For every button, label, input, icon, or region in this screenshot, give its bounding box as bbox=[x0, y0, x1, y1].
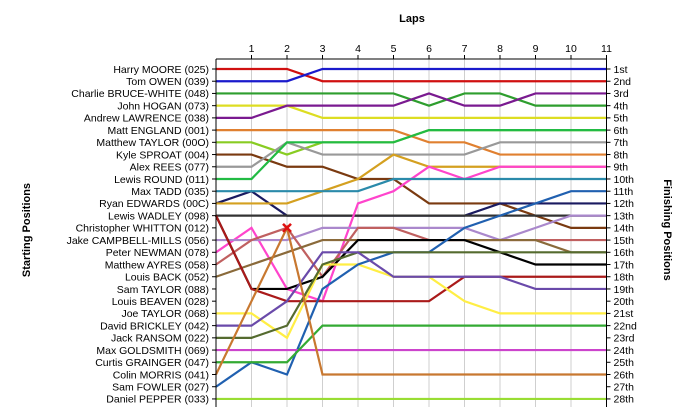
lap-tick-label-10: 10 bbox=[565, 43, 577, 55]
finish-label-28: 28th bbox=[614, 394, 635, 406]
start-label-14: Christopher WHITTON (012) bbox=[76, 223, 209, 235]
lap-tick-label-6: 6 bbox=[426, 43, 432, 55]
series-line-10 bbox=[216, 129, 607, 181]
finish-label-17: 17th bbox=[614, 259, 635, 271]
retirement-marker-group bbox=[282, 222, 292, 233]
start-label-13: Lewis WADLEY (098) bbox=[108, 210, 209, 222]
finish-label-18: 18th bbox=[614, 272, 635, 284]
start-label-15: Jake CAMPBELL-MILLS (056) bbox=[67, 235, 209, 247]
start-label-7: Matthew TAYLOR (00O) bbox=[96, 137, 209, 149]
series-line-9 bbox=[216, 141, 607, 168]
start-label-21: Joe TAYLOR (068) bbox=[121, 308, 209, 320]
start-label-22: David BRICKLEY (042) bbox=[100, 320, 209, 332]
series-line-17 bbox=[216, 177, 607, 193]
start-label-4: John HOGAN (073) bbox=[117, 100, 209, 112]
finish-label-26: 26th bbox=[614, 369, 635, 381]
finish-label-12: 12th bbox=[614, 198, 635, 210]
finish-label-9: 9th bbox=[614, 162, 629, 174]
start-label-2: Tom OWEN (039) bbox=[126, 76, 209, 88]
lap-tick-label-3: 3 bbox=[320, 43, 326, 55]
start-label-1: Harry MOORE (025) bbox=[113, 64, 209, 76]
x-axis-title: Laps bbox=[399, 13, 425, 25]
finish-label-24: 24th bbox=[614, 345, 635, 357]
lap-tick-label-4: 4 bbox=[355, 43, 361, 55]
start-label-17: Matthew AYRES (058) bbox=[105, 259, 209, 271]
retirement-marker bbox=[282, 222, 292, 233]
lap-tick-label-5: 5 bbox=[391, 43, 397, 55]
start-label-28: Daniel PEPPER (033) bbox=[106, 394, 209, 406]
start-label-23: Jack RANSOM (022) bbox=[111, 333, 209, 345]
finish-label-15: 15th bbox=[614, 235, 635, 247]
series-line-16 bbox=[215, 226, 607, 279]
finish-label-13: 13th bbox=[614, 210, 635, 222]
start-label-3: Charlie BRUCE-WHITE (048) bbox=[71, 88, 209, 100]
start-label-11: Max TADD (035) bbox=[131, 186, 209, 198]
finish-label-8: 8th bbox=[614, 149, 629, 161]
start-label-18: Louis BACK (052) bbox=[125, 272, 209, 284]
start-label-19: Sam TAYLOR (088) bbox=[117, 284, 209, 296]
lap-tick-label-7: 7 bbox=[462, 43, 468, 55]
start-label-16: Peter NEWMAN (078) bbox=[106, 247, 209, 259]
start-label-10: Lewis ROUND (011) bbox=[114, 174, 209, 186]
finish-label-11: 11th bbox=[614, 186, 634, 198]
y-axis-title-right: Finishing Positions bbox=[661, 179, 673, 280]
y-axis-title-left: Starting Positions bbox=[21, 183, 33, 277]
series-line-23 bbox=[216, 251, 607, 339]
start-label-6: Matt ENGLAND (001) bbox=[107, 125, 209, 137]
series-lines bbox=[215, 67, 607, 401]
start-label-20: Louis BEAVEN (028) bbox=[112, 296, 209, 308]
series-line-26 bbox=[216, 324, 607, 364]
finish-label-3: 3rd bbox=[614, 88, 629, 100]
series-line-27 bbox=[215, 224, 607, 376]
finish-label-20: 20th bbox=[614, 296, 635, 308]
start-label-5: Andrew LAWRENCE (038) bbox=[84, 113, 209, 125]
lap-tick-label-8: 8 bbox=[497, 43, 503, 55]
lap-tick-label-11: 11 bbox=[601, 43, 612, 55]
axes bbox=[212, 55, 611, 407]
finish-label-4: 4th bbox=[614, 100, 629, 112]
finish-label-19: 19th bbox=[614, 284, 635, 296]
lap-tick-label-2: 2 bbox=[284, 43, 290, 55]
series-line-4 bbox=[216, 104, 607, 119]
start-label-8: Kyle SPROAT (004) bbox=[116, 149, 209, 161]
lap-tick-label-1: 1 bbox=[249, 43, 255, 55]
finish-label-27: 27th bbox=[614, 382, 635, 394]
start-label-24: Max GOLDSMITH (069) bbox=[96, 345, 209, 357]
series-line-2 bbox=[216, 67, 607, 83]
finish-label-1: 1st bbox=[614, 64, 628, 76]
finish-label-10: 10th bbox=[614, 174, 635, 186]
finish-label-2: 2nd bbox=[614, 76, 632, 88]
labels: 1 2 3 4 5 6 7 8 9 10 11 Harry MOORE (025) 1st Tom OWE… bbox=[67, 43, 637, 406]
series-line-1 bbox=[216, 67, 607, 83]
series-line-5 bbox=[216, 92, 607, 119]
series-line-8 bbox=[216, 153, 607, 229]
start-label-27: Sam FOWLER (027) bbox=[112, 382, 209, 394]
finish-label-14: 14th bbox=[614, 223, 635, 235]
series-line-24 bbox=[216, 251, 607, 327]
finish-label-25: 25th bbox=[614, 357, 635, 369]
finish-label-16: 16th bbox=[614, 247, 635, 259]
series-line-19 bbox=[215, 215, 607, 291]
finish-label-7: 7th bbox=[614, 137, 629, 149]
finish-label-5: 5th bbox=[614, 113, 629, 125]
finish-label-21: 21st bbox=[614, 308, 634, 320]
series-line-18 bbox=[215, 238, 607, 278]
start-label-25: Curtis GRAINGER (047) bbox=[95, 357, 209, 369]
start-label-9: Alex REES (077) bbox=[130, 162, 209, 174]
start-label-26: Colin MORRIS (041) bbox=[113, 369, 209, 381]
finish-label-6: 6th bbox=[614, 125, 629, 137]
finish-label-22: 22nd bbox=[614, 320, 638, 332]
series-line-20 bbox=[215, 215, 607, 303]
retirement-marker-stroke-b bbox=[282, 222, 292, 233]
lap-tick-label-9: 9 bbox=[533, 43, 539, 55]
finish-label-23: 23rd bbox=[614, 333, 635, 345]
start-label-12: Ryan EDWARDS (00C) bbox=[99, 198, 209, 210]
